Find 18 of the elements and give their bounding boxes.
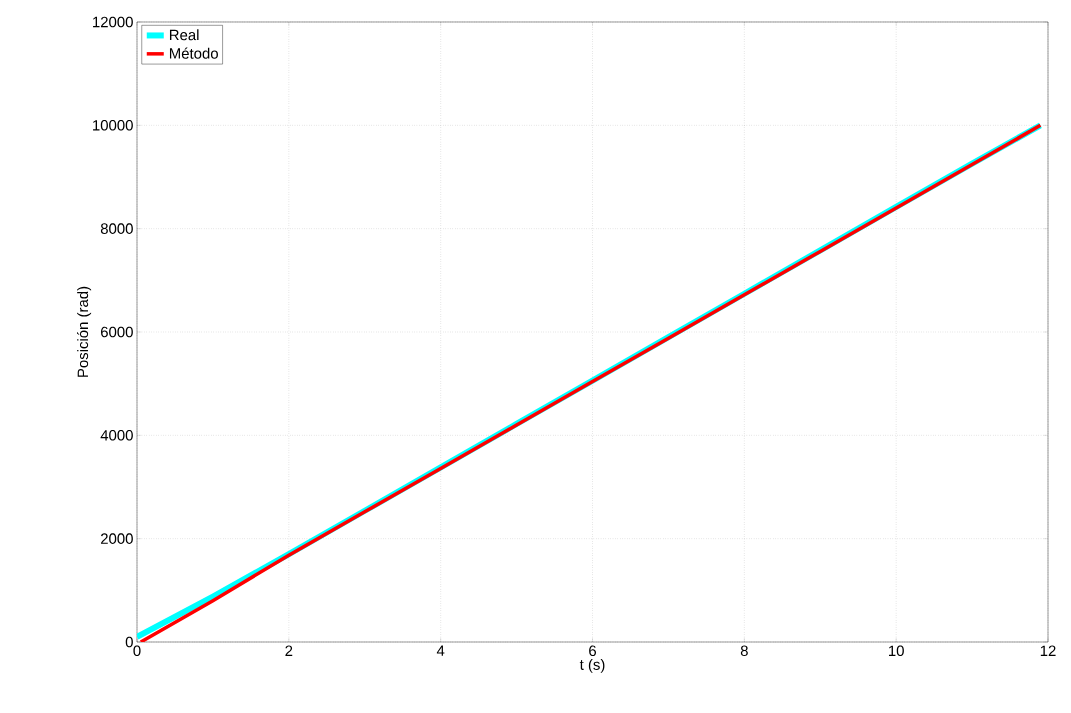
- y-tick-label: 12000: [93, 16, 133, 28]
- x-tick-label: 2: [285, 645, 293, 656]
- legend-label: Método: [169, 47, 218, 59]
- legend-label: Real: [169, 29, 199, 41]
- y-tick-label: 10000: [93, 120, 133, 131]
- x-tick-label: 12: [1040, 645, 1056, 656]
- y-tick-label: 0: [125, 636, 133, 648]
- y-tick-label: 4000: [100, 430, 133, 441]
- x-tick-label: 10: [889, 645, 904, 657]
- x-axis-title: t (s): [579, 658, 605, 673]
- x-tick-label: 4: [436, 645, 445, 656]
- y-tick-label: 8000: [100, 223, 133, 234]
- x-tick-label: 8: [740, 645, 748, 657]
- x-tick-label: 6: [589, 645, 597, 657]
- x-tick-label: 0: [133, 645, 141, 657]
- y-axis-title: Posición (rad): [76, 286, 92, 377]
- y-tick-label: 6000: [101, 326, 133, 338]
- y-tick-label: 2000: [100, 533, 133, 544]
